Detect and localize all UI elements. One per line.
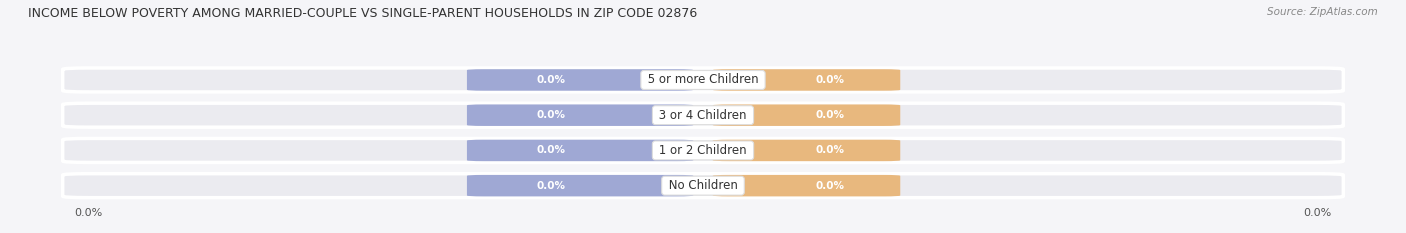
FancyBboxPatch shape (467, 175, 693, 196)
Text: 0.0%: 0.0% (537, 75, 565, 85)
Text: 0.0%: 0.0% (815, 75, 844, 85)
FancyBboxPatch shape (63, 68, 1343, 92)
FancyBboxPatch shape (713, 140, 900, 161)
Text: 0.0%: 0.0% (537, 181, 565, 191)
Text: 5 or more Children: 5 or more Children (644, 73, 762, 86)
FancyBboxPatch shape (713, 69, 900, 91)
Text: INCOME BELOW POVERTY AMONG MARRIED-COUPLE VS SINGLE-PARENT HOUSEHOLDS IN ZIP COD: INCOME BELOW POVERTY AMONG MARRIED-COUPL… (28, 7, 697, 20)
Text: 0.0%: 0.0% (815, 145, 844, 155)
FancyBboxPatch shape (713, 104, 900, 126)
Text: Source: ZipAtlas.com: Source: ZipAtlas.com (1267, 7, 1378, 17)
Text: 0.0%: 0.0% (815, 110, 844, 120)
FancyBboxPatch shape (63, 174, 1343, 198)
Text: 3 or 4 Children: 3 or 4 Children (655, 109, 751, 122)
Text: 0.0%: 0.0% (537, 110, 565, 120)
FancyBboxPatch shape (63, 103, 1343, 127)
FancyBboxPatch shape (467, 69, 693, 91)
Text: 0.0%: 0.0% (815, 181, 844, 191)
Text: No Children: No Children (665, 179, 741, 192)
FancyBboxPatch shape (467, 104, 693, 126)
Text: 1 or 2 Children: 1 or 2 Children (655, 144, 751, 157)
Text: 0.0%: 0.0% (537, 145, 565, 155)
FancyBboxPatch shape (467, 140, 693, 161)
FancyBboxPatch shape (63, 138, 1343, 162)
FancyBboxPatch shape (713, 175, 900, 196)
